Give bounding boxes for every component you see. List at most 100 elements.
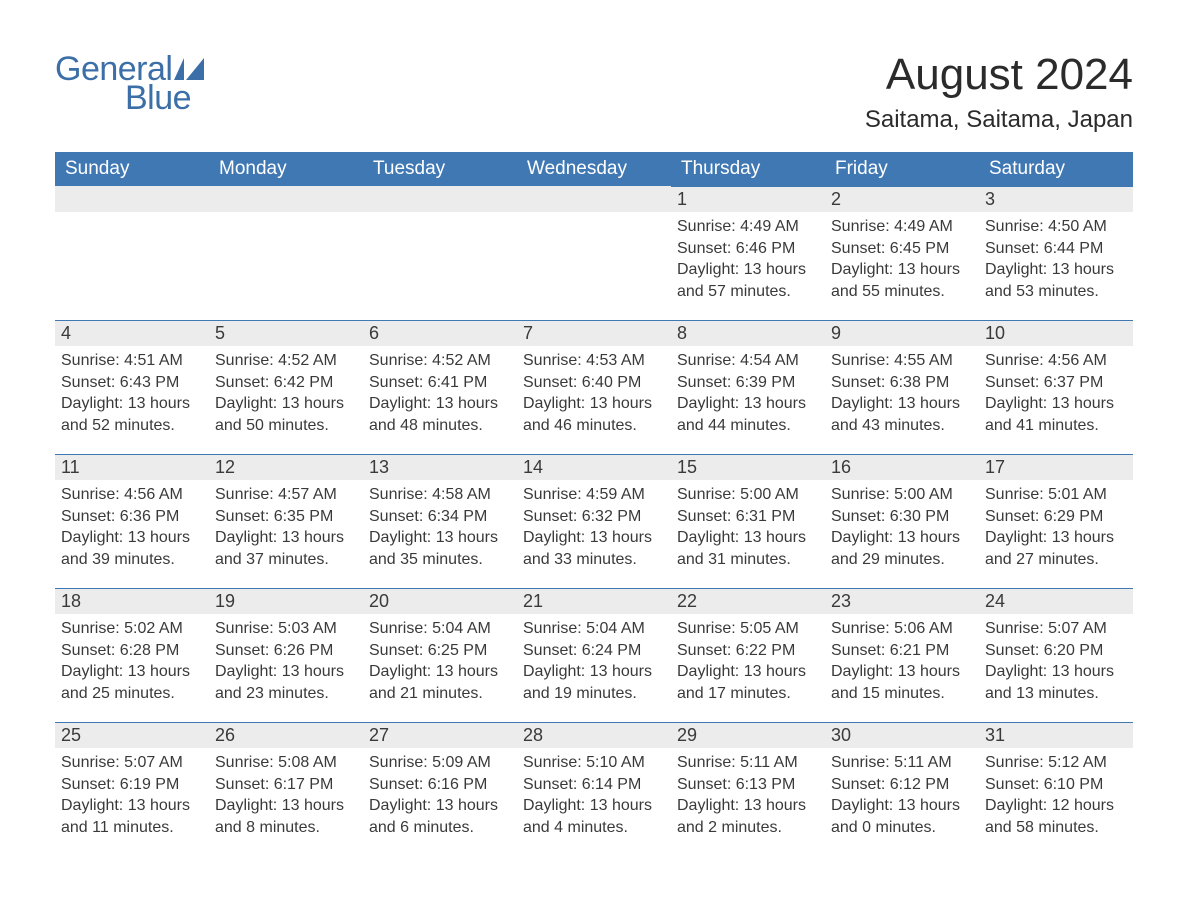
day-body: Sunrise: 4:51 AMSunset: 6:43 PMDaylight:… bbox=[55, 346, 209, 440]
logo-text-blue: Blue bbox=[125, 79, 204, 118]
sunset-text: Sunset: 6:24 PM bbox=[523, 640, 665, 662]
empty-day-bar bbox=[55, 186, 209, 212]
weekday-header: Tuesday bbox=[363, 152, 517, 186]
daylight-text-line1: Daylight: 13 hours bbox=[985, 661, 1127, 683]
daylight-text-line1: Daylight: 13 hours bbox=[677, 661, 819, 683]
daylight-text-line1: Daylight: 13 hours bbox=[215, 527, 357, 549]
sunrise-text: Sunrise: 4:50 AM bbox=[985, 216, 1127, 238]
day-body: Sunrise: 4:49 AMSunset: 6:46 PMDaylight:… bbox=[671, 212, 825, 306]
daylight-text-line1: Daylight: 13 hours bbox=[215, 393, 357, 415]
daylight-text-line2: and 58 minutes. bbox=[985, 817, 1127, 839]
daylight-text-line2: and 33 minutes. bbox=[523, 549, 665, 571]
calendar-day-cell: 15Sunrise: 5:00 AMSunset: 6:31 PMDayligh… bbox=[671, 454, 825, 588]
calendar-day-cell: 11Sunrise: 4:56 AMSunset: 6:36 PMDayligh… bbox=[55, 454, 209, 588]
day-number: 16 bbox=[825, 454, 979, 480]
sunrise-text: Sunrise: 4:52 AM bbox=[369, 350, 511, 372]
daylight-text-line1: Daylight: 13 hours bbox=[677, 393, 819, 415]
sunset-text: Sunset: 6:43 PM bbox=[61, 372, 203, 394]
title-block: August 2024 Saitama, Saitama, Japan bbox=[865, 50, 1133, 134]
sunset-text: Sunset: 6:30 PM bbox=[831, 506, 973, 528]
daylight-text-line2: and 15 minutes. bbox=[831, 683, 973, 705]
weekday-header: Sunday bbox=[55, 152, 209, 186]
daylight-text-line2: and 27 minutes. bbox=[985, 549, 1127, 571]
sunset-text: Sunset: 6:28 PM bbox=[61, 640, 203, 662]
daylight-text-line2: and 37 minutes. bbox=[215, 549, 357, 571]
day-number: 24 bbox=[979, 588, 1133, 614]
day-number: 2 bbox=[825, 186, 979, 212]
sunset-text: Sunset: 6:34 PM bbox=[369, 506, 511, 528]
daylight-text-line1: Daylight: 13 hours bbox=[61, 661, 203, 683]
daylight-text-line2: and 6 minutes. bbox=[369, 817, 511, 839]
day-number: 31 bbox=[979, 722, 1133, 748]
sunset-text: Sunset: 6:39 PM bbox=[677, 372, 819, 394]
sunrise-text: Sunrise: 4:51 AM bbox=[61, 350, 203, 372]
daylight-text-line2: and 35 minutes. bbox=[369, 549, 511, 571]
day-number: 9 bbox=[825, 320, 979, 346]
daylight-text-line1: Daylight: 13 hours bbox=[369, 393, 511, 415]
calendar-day-cell: 7Sunrise: 4:53 AMSunset: 6:40 PMDaylight… bbox=[517, 320, 671, 454]
calendar-day-cell bbox=[517, 186, 671, 320]
day-body: Sunrise: 5:04 AMSunset: 6:24 PMDaylight:… bbox=[517, 614, 671, 708]
day-body: Sunrise: 5:06 AMSunset: 6:21 PMDaylight:… bbox=[825, 614, 979, 708]
day-body: Sunrise: 4:53 AMSunset: 6:40 PMDaylight:… bbox=[517, 346, 671, 440]
day-body: Sunrise: 4:52 AMSunset: 6:41 PMDaylight:… bbox=[363, 346, 517, 440]
sunrise-text: Sunrise: 5:07 AM bbox=[61, 752, 203, 774]
day-body: Sunrise: 5:11 AMSunset: 6:13 PMDaylight:… bbox=[671, 748, 825, 842]
daylight-text-line1: Daylight: 13 hours bbox=[831, 795, 973, 817]
calendar-day-cell: 14Sunrise: 4:59 AMSunset: 6:32 PMDayligh… bbox=[517, 454, 671, 588]
daylight-text-line1: Daylight: 13 hours bbox=[61, 393, 203, 415]
sunset-text: Sunset: 6:42 PM bbox=[215, 372, 357, 394]
sunrise-text: Sunrise: 4:52 AM bbox=[215, 350, 357, 372]
calendar-day-cell: 10Sunrise: 4:56 AMSunset: 6:37 PMDayligh… bbox=[979, 320, 1133, 454]
calendar-day-cell: 1Sunrise: 4:49 AMSunset: 6:46 PMDaylight… bbox=[671, 186, 825, 320]
day-body: Sunrise: 5:00 AMSunset: 6:31 PMDaylight:… bbox=[671, 480, 825, 574]
location: Saitama, Saitama, Japan bbox=[865, 106, 1133, 134]
weekday-header: Saturday bbox=[979, 152, 1133, 186]
daylight-text-line1: Daylight: 13 hours bbox=[215, 795, 357, 817]
sunrise-text: Sunrise: 5:08 AM bbox=[215, 752, 357, 774]
day-number: 18 bbox=[55, 588, 209, 614]
calendar-week-row: 1Sunrise: 4:49 AMSunset: 6:46 PMDaylight… bbox=[55, 186, 1133, 320]
calendar-week-row: 11Sunrise: 4:56 AMSunset: 6:36 PMDayligh… bbox=[55, 454, 1133, 588]
sunrise-text: Sunrise: 5:06 AM bbox=[831, 618, 973, 640]
day-number: 30 bbox=[825, 722, 979, 748]
daylight-text-line2: and 21 minutes. bbox=[369, 683, 511, 705]
daylight-text-line2: and 11 minutes. bbox=[61, 817, 203, 839]
sunrise-text: Sunrise: 5:09 AM bbox=[369, 752, 511, 774]
sunrise-text: Sunrise: 4:55 AM bbox=[831, 350, 973, 372]
sunrise-text: Sunrise: 4:54 AM bbox=[677, 350, 819, 372]
flag-icon bbox=[174, 58, 204, 80]
daylight-text-line2: and 44 minutes. bbox=[677, 415, 819, 437]
sunset-text: Sunset: 6:12 PM bbox=[831, 774, 973, 796]
daylight-text-line2: and 50 minutes. bbox=[215, 415, 357, 437]
sunset-text: Sunset: 6:10 PM bbox=[985, 774, 1127, 796]
day-number: 22 bbox=[671, 588, 825, 614]
day-number: 3 bbox=[979, 186, 1133, 212]
daylight-text-line2: and 17 minutes. bbox=[677, 683, 819, 705]
sunset-text: Sunset: 6:29 PM bbox=[985, 506, 1127, 528]
daylight-text-line2: and 2 minutes. bbox=[677, 817, 819, 839]
sunset-text: Sunset: 6:40 PM bbox=[523, 372, 665, 394]
calendar-day-cell: 24Sunrise: 5:07 AMSunset: 6:20 PMDayligh… bbox=[979, 588, 1133, 722]
daylight-text-line1: Daylight: 13 hours bbox=[831, 661, 973, 683]
sunrise-text: Sunrise: 4:59 AM bbox=[523, 484, 665, 506]
calendar-day-cell: 6Sunrise: 4:52 AMSunset: 6:41 PMDaylight… bbox=[363, 320, 517, 454]
sunrise-text: Sunrise: 5:10 AM bbox=[523, 752, 665, 774]
daylight-text-line2: and 53 minutes. bbox=[985, 281, 1127, 303]
sunrise-text: Sunrise: 5:04 AM bbox=[523, 618, 665, 640]
day-number: 1 bbox=[671, 186, 825, 212]
sunrise-text: Sunrise: 5:00 AM bbox=[677, 484, 819, 506]
calendar-day-cell: 12Sunrise: 4:57 AMSunset: 6:35 PMDayligh… bbox=[209, 454, 363, 588]
day-body: Sunrise: 5:03 AMSunset: 6:26 PMDaylight:… bbox=[209, 614, 363, 708]
day-body: Sunrise: 5:04 AMSunset: 6:25 PMDaylight:… bbox=[363, 614, 517, 708]
sunset-text: Sunset: 6:20 PM bbox=[985, 640, 1127, 662]
calendar-day-cell: 17Sunrise: 5:01 AMSunset: 6:29 PMDayligh… bbox=[979, 454, 1133, 588]
day-body: Sunrise: 5:08 AMSunset: 6:17 PMDaylight:… bbox=[209, 748, 363, 842]
calendar-day-cell bbox=[209, 186, 363, 320]
daylight-text-line1: Daylight: 13 hours bbox=[831, 527, 973, 549]
day-body: Sunrise: 5:11 AMSunset: 6:12 PMDaylight:… bbox=[825, 748, 979, 842]
day-number: 5 bbox=[209, 320, 363, 346]
calendar-day-cell: 20Sunrise: 5:04 AMSunset: 6:25 PMDayligh… bbox=[363, 588, 517, 722]
calendar-day-cell: 21Sunrise: 5:04 AMSunset: 6:24 PMDayligh… bbox=[517, 588, 671, 722]
daylight-text-line1: Daylight: 13 hours bbox=[677, 259, 819, 281]
